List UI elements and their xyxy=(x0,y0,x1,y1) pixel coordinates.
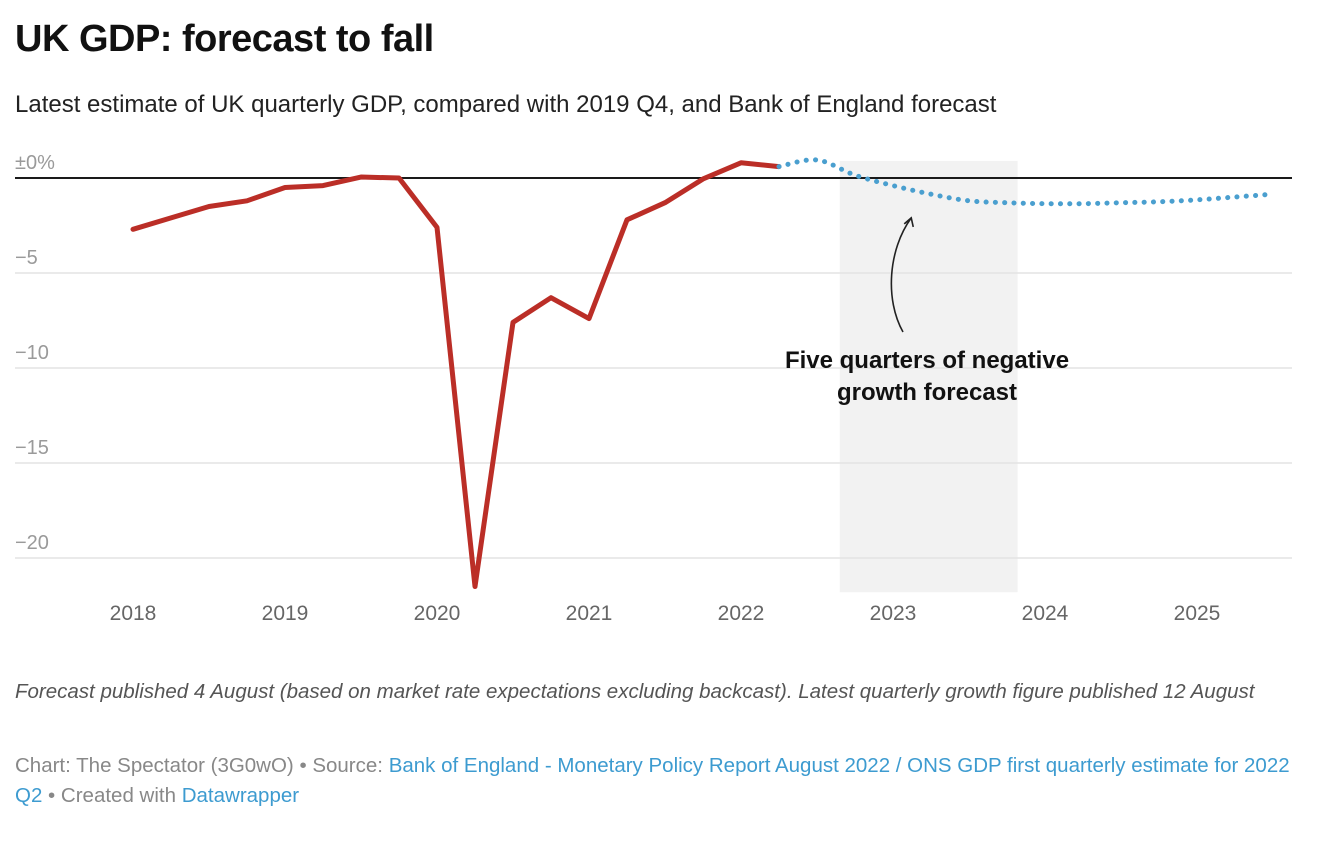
y-tick-label: −5 xyxy=(15,247,38,269)
x-tick-label: 2019 xyxy=(262,602,309,625)
forecast-line xyxy=(776,157,1276,207)
y-tick-label: ±0% xyxy=(15,152,55,174)
y-tick-label: −15 xyxy=(15,437,49,459)
x-tick-label: 2025 xyxy=(1174,602,1221,625)
chart-notes: Forecast published 4 August (based on ma… xyxy=(15,680,1255,703)
x-tick-label: 2022 xyxy=(718,602,765,625)
annotation-line-1: Five quarters of negative xyxy=(785,347,1069,374)
chart-footer: Chart: The Spectator (3G0wO) • Source: B… xyxy=(15,751,1295,811)
source-link[interactable]: Bank of England - Monetary Policy Report… xyxy=(15,754,1290,807)
annotation-arrow xyxy=(890,217,912,333)
footer-credit: Chart: The Spectator (3G0wO) • Source: xyxy=(15,754,389,777)
chart-title: UK GDP: forecast to fall xyxy=(15,18,434,60)
x-tick-label: 2023 xyxy=(870,602,917,625)
y-tick-label: −10 xyxy=(15,342,49,364)
annotation-line-2: growth forecast xyxy=(837,379,1017,406)
y-tick-label: −20 xyxy=(15,532,49,554)
forecast-shaded-region xyxy=(839,160,1018,593)
chart-area: ±0% −5 −10 −15 −20 2018 2019 2020 2021 2022 2023 2… xyxy=(15,152,1292,625)
x-tick-label: 2021 xyxy=(566,602,613,625)
datawrapper-link[interactable]: Datawrapper xyxy=(181,784,300,807)
x-tick-label: 2018 xyxy=(110,602,157,625)
arrow-head-icon xyxy=(903,216,915,228)
actual-gdp-line xyxy=(130,160,782,589)
footer-created: • Created with xyxy=(42,784,182,807)
x-tick-label: 2024 xyxy=(1022,602,1069,625)
x-tick-label: 2020 xyxy=(414,602,461,625)
chart-subtitle: Latest estimate of UK quarterly GDP, com… xyxy=(15,91,997,118)
